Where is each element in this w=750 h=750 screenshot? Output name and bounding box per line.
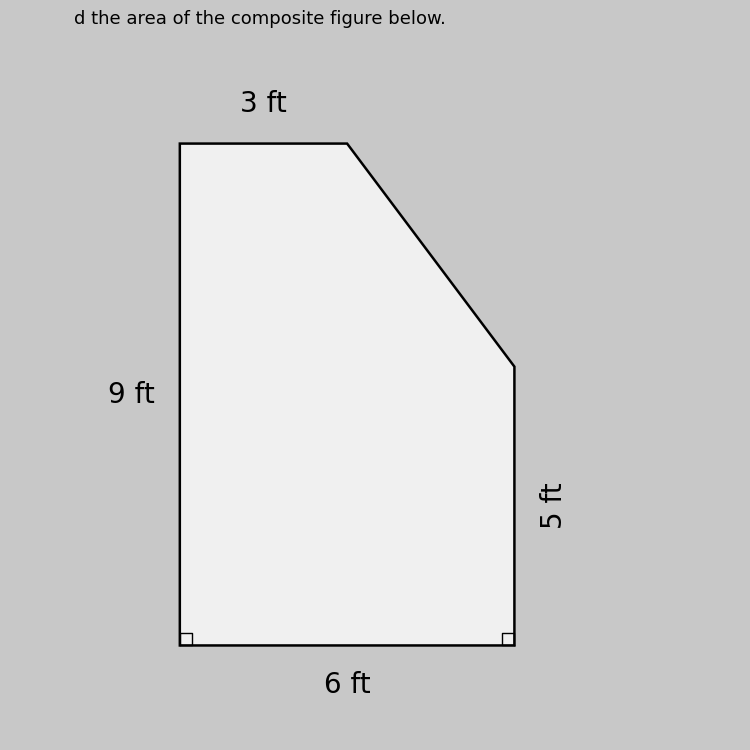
- Text: 9 ft: 9 ft: [108, 380, 154, 409]
- Text: 5 ft: 5 ft: [539, 483, 568, 530]
- Polygon shape: [180, 143, 514, 646]
- Text: d the area of the composite figure below.: d the area of the composite figure below…: [74, 10, 446, 28]
- Text: 6 ft: 6 ft: [324, 670, 370, 698]
- Text: 3 ft: 3 ft: [240, 91, 286, 118]
